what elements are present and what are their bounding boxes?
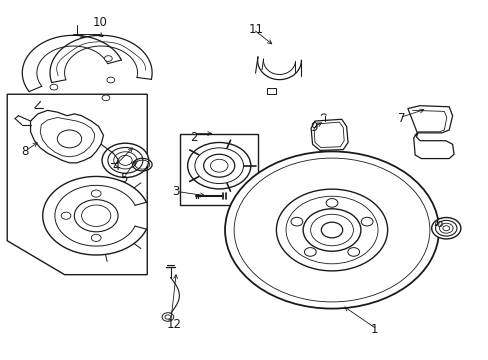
Circle shape bbox=[442, 226, 449, 231]
Text: 10: 10 bbox=[93, 16, 107, 29]
Circle shape bbox=[74, 200, 118, 232]
Circle shape bbox=[195, 148, 243, 184]
Circle shape bbox=[164, 315, 170, 319]
Circle shape bbox=[81, 205, 111, 226]
Text: 8: 8 bbox=[21, 145, 28, 158]
Polygon shape bbox=[7, 94, 147, 275]
Polygon shape bbox=[407, 106, 453, 158]
Circle shape bbox=[276, 189, 387, 271]
Circle shape bbox=[61, 212, 71, 219]
Circle shape bbox=[325, 199, 337, 207]
Circle shape bbox=[290, 217, 302, 226]
Circle shape bbox=[50, 84, 58, 90]
Circle shape bbox=[347, 248, 359, 256]
Circle shape bbox=[304, 248, 316, 256]
Circle shape bbox=[91, 190, 101, 197]
Bar bbox=[180, 134, 258, 205]
Circle shape bbox=[203, 154, 234, 177]
Text: 4: 4 bbox=[112, 160, 120, 173]
Circle shape bbox=[285, 196, 377, 264]
Circle shape bbox=[118, 156, 132, 165]
Polygon shape bbox=[40, 117, 95, 157]
Text: 5: 5 bbox=[120, 172, 127, 185]
Circle shape bbox=[431, 217, 460, 239]
Circle shape bbox=[162, 313, 173, 321]
Polygon shape bbox=[30, 111, 103, 163]
Text: 12: 12 bbox=[166, 318, 182, 331]
Text: 7: 7 bbox=[397, 112, 405, 125]
Circle shape bbox=[102, 95, 110, 101]
Circle shape bbox=[234, 158, 429, 302]
Circle shape bbox=[224, 152, 438, 309]
Text: 2: 2 bbox=[190, 131, 197, 144]
Circle shape bbox=[439, 223, 452, 233]
Text: 11: 11 bbox=[248, 23, 263, 36]
Text: 1: 1 bbox=[370, 323, 378, 336]
Text: 6: 6 bbox=[434, 217, 442, 230]
Text: 3: 3 bbox=[172, 185, 180, 198]
Polygon shape bbox=[267, 88, 276, 94]
Circle shape bbox=[321, 222, 342, 238]
Polygon shape bbox=[313, 122, 344, 148]
Circle shape bbox=[114, 152, 137, 169]
Circle shape bbox=[108, 148, 142, 173]
Circle shape bbox=[102, 143, 148, 177]
Circle shape bbox=[104, 56, 112, 62]
Circle shape bbox=[435, 220, 456, 236]
Polygon shape bbox=[310, 119, 347, 150]
Text: 9: 9 bbox=[310, 121, 318, 134]
Circle shape bbox=[107, 77, 115, 83]
Circle shape bbox=[91, 234, 101, 242]
Circle shape bbox=[303, 209, 360, 251]
Circle shape bbox=[187, 143, 250, 189]
Circle shape bbox=[210, 159, 227, 172]
Circle shape bbox=[361, 217, 372, 226]
Circle shape bbox=[57, 130, 81, 148]
Circle shape bbox=[310, 214, 353, 246]
